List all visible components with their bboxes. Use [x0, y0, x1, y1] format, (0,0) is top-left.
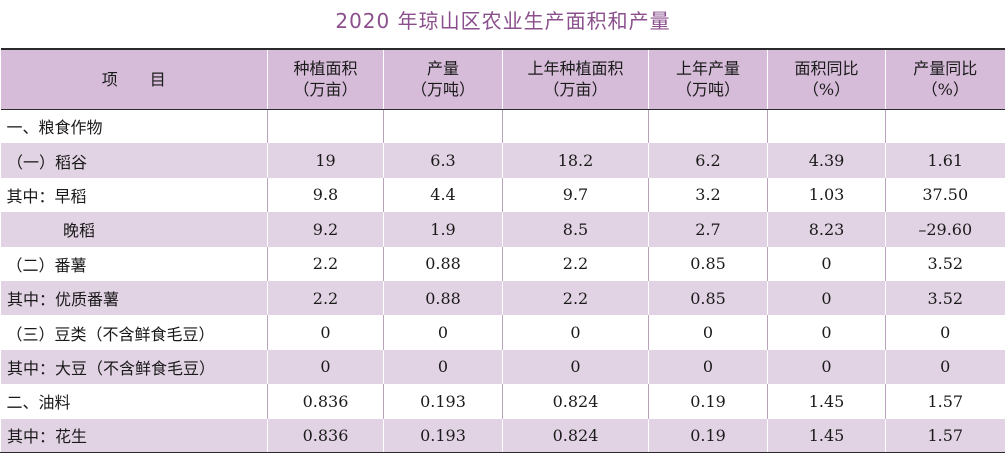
table-row: 晚稻 9.2 1.9 8.5 2.7 8.23 –29.60 — [0, 212, 1005, 247]
cell-prev-planted-area: 0 — [502, 315, 649, 350]
table-row: 其中：优质番薯 2.2 0.88 2.2 0.85 0 3.52 — [0, 280, 1005, 316]
cell-prev-planted-area: 0.824 — [502, 418, 649, 454]
cell-output: 1.9 — [383, 212, 503, 247]
cell-planted-area: 2.2 — [267, 280, 384, 316]
cell-planted-area: 2.2 — [267, 246, 384, 281]
cell-output-yoy: 1.57 — [885, 384, 1005, 419]
cell-prev-planted-area: 0 — [502, 349, 649, 385]
cell-prev-output — [648, 109, 768, 144]
cell-area-yoy: 0 — [767, 246, 886, 281]
cell-output-yoy: –29.60 — [885, 212, 1005, 247]
cell-output: 6.3 — [383, 143, 503, 178]
cell-output: 0.88 — [383, 280, 503, 316]
cell-output-yoy — [885, 109, 1005, 144]
cell-prev-planted-area: 8.5 — [502, 212, 649, 247]
cell-output-yoy: 1.57 — [885, 418, 1005, 454]
cell-area-yoy — [767, 109, 886, 144]
cell-area-yoy: 1.45 — [767, 418, 886, 454]
cell-output: 0.88 — [383, 246, 503, 281]
row-label: （三）豆类（不含鲜食毛豆） — [6, 324, 215, 344]
table-row: 二、油料 0.836 0.193 0.824 0.19 1.45 1.57 — [1, 384, 1005, 419]
cell-output: 0 — [383, 349, 503, 385]
cell-prev-output: 0 — [648, 315, 768, 350]
cell-output — [383, 109, 503, 144]
cell-prev-planted-area: 18.2 — [502, 143, 649, 178]
cell-output-yoy: 1.61 — [885, 143, 1005, 178]
cell-planted-area — [267, 109, 384, 144]
row-label: （一）稻谷 — [0, 143, 268, 178]
cell-output-yoy: 0 — [885, 315, 1005, 350]
row-label: 其中：花生 — [0, 418, 268, 454]
table-row: 一、粮食作物 — [1, 109, 1005, 144]
cell-planted-area: 0.836 — [267, 384, 384, 419]
cell-prev-output: 2.7 — [648, 212, 768, 247]
table-row: 其中：早稻 9.8 4.4 9.7 3.2 1.03 37.50 — [1, 177, 1005, 213]
header-planted-area: 种植面积 （万亩） — [267, 48, 384, 110]
table-row: 其中：花生 0.836 0.193 0.824 0.19 1.45 1.57 — [0, 418, 1005, 454]
cell-area-yoy: 0 — [767, 349, 886, 385]
cell-prev-output: 6.2 — [648, 143, 768, 178]
header-output-yoy: 产量同比 （%） — [885, 48, 1005, 110]
cell-prev-output: 0 — [648, 349, 768, 385]
cell-prev-planted-area: 0.824 — [502, 384, 649, 419]
cell-output-yoy: 3.52 — [885, 280, 1005, 316]
cell-prev-output: 0.85 — [648, 280, 768, 316]
row-label: 晚稻 — [0, 212, 268, 247]
cell-prev-output: 0.19 — [648, 418, 768, 454]
production-table: 项 目 种植面积 （万亩） 产量 （万吨） 上年种植面积 （万亩） 上年产量 （万吨） … — [0, 48, 1005, 454]
cell-area-yoy: 4.39 — [767, 143, 886, 178]
cell-area-yoy: 0 — [767, 280, 886, 316]
row-label: 其中：大豆（不含鲜食毛豆） — [0, 349, 268, 385]
row-label: 二、油料 — [6, 393, 71, 413]
cell-planted-area: 19 — [267, 143, 384, 178]
cell-output: 0 — [383, 315, 503, 350]
header-row: 项 目 种植面积 （万亩） 产量 （万吨） 上年种植面积 （万亩） 上年产量 （万吨） … — [0, 48, 1005, 110]
row-label: 其中：早稻 — [6, 186, 87, 206]
cell-prev-planted-area — [502, 109, 649, 144]
cell-planted-area: 9.2 — [267, 212, 384, 247]
cell-prev-planted-area: 9.7 — [502, 177, 649, 213]
cell-prev-output: 0.19 — [648, 384, 768, 419]
cell-area-yoy: 0 — [767, 315, 886, 350]
cell-output: 0.193 — [383, 418, 503, 454]
cell-output: 0.193 — [383, 384, 503, 419]
cell-planted-area: 0.836 — [267, 418, 384, 454]
table-row: （一）稻谷 19 6.3 18.2 6.2 4.39 1.61 — [0, 143, 1005, 178]
table-title: 2020 年琼山区农业生产面积和产量 — [335, 9, 671, 33]
header-output: 产量 （万吨） — [383, 48, 503, 110]
cell-prev-output: 3.2 — [648, 177, 768, 213]
cell-output-yoy: 0 — [885, 349, 1005, 385]
cell-area-yoy: 8.23 — [767, 212, 886, 247]
cell-planted-area: 0 — [267, 315, 384, 350]
cell-prev-output: 0.85 — [648, 246, 768, 281]
cell-area-yoy: 1.03 — [767, 177, 886, 213]
table-row: 其中：大豆（不含鲜食毛豆） 0 0 0 0 0 0 — [0, 349, 1005, 385]
header-prev-planted-area: 上年种植面积 （万亩） — [502, 48, 649, 110]
table-row: （三）豆类（不含鲜食毛豆） 0 0 0 0 0 0 — [1, 315, 1005, 350]
cell-planted-area: 0 — [267, 349, 384, 385]
cell-output-yoy: 3.52 — [885, 246, 1005, 281]
row-label: （二）番薯 — [6, 255, 87, 275]
cell-prev-planted-area: 2.2 — [502, 280, 649, 316]
row-label: 其中：优质番薯 — [0, 280, 268, 316]
cell-output-yoy: 37.50 — [885, 177, 1005, 213]
cell-output: 4.4 — [383, 177, 503, 213]
header-item: 项 目 — [0, 48, 268, 110]
row-label: 一、粮食作物 — [6, 118, 103, 138]
header-prev-output: 上年产量 （万吨） — [648, 48, 768, 110]
cell-planted-area: 9.8 — [267, 177, 384, 213]
cell-prev-planted-area: 2.2 — [502, 246, 649, 281]
table-row: （二）番薯 2.2 0.88 2.2 0.85 0 3.52 — [1, 246, 1005, 281]
cell-area-yoy: 1.45 — [767, 384, 886, 419]
header-area-yoy: 面积同比 （%） — [767, 48, 886, 110]
